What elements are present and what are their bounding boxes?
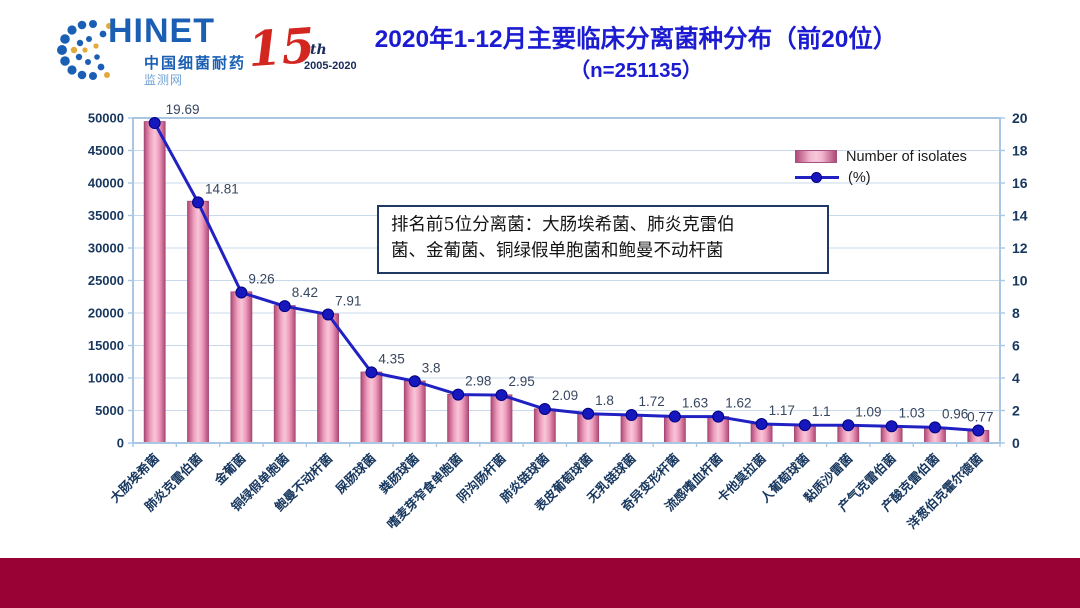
svg-text:0: 0 [1012,435,1020,451]
annotation-line-1: 排名前5位分离菌：大肠埃希菌、肺炎克雷伯 [391,215,735,235]
svg-text:1.17: 1.17 [769,403,795,418]
svg-text:嗜麦芽窄食单胞菌: 嗜麦芽窄食单胞菌 [384,450,466,532]
legend-label-isolates: Number of isolates [846,148,967,165]
svg-text:35000: 35000 [88,208,124,223]
svg-text:洋葱伯克霍尔德菌: 洋葱伯克霍尔德菌 [904,450,986,532]
legend-label-percent: (%) [848,169,871,186]
legend-item-percent: (%) [795,167,967,188]
svg-text:6: 6 [1012,338,1020,354]
line-marker-icon [795,172,839,183]
brand-subtitle-cn2: 监测网 [144,73,184,87]
svg-text:18: 18 [1012,143,1028,159]
chart-legend: Number of isolates (%) [795,146,967,188]
chinet-logo: HINET 中国细菌耐药 监测网 15 th 2005-2020 [52,8,402,98]
bar-swatch-icon [795,150,837,163]
svg-text:2.95: 2.95 [508,374,534,389]
svg-text:12: 12 [1012,240,1028,256]
svg-text:屎肠球菌: 屎肠球菌 [333,450,379,496]
annotation-line-2: 菌、金葡菌、铜绿假单胞菌和鲍曼不动杆菌 [391,241,724,262]
svg-text:0: 0 [117,436,124,451]
svg-text:1.62: 1.62 [725,396,751,411]
svg-text:2.98: 2.98 [465,374,491,389]
svg-text:2.09: 2.09 [552,388,578,403]
svg-text:45000: 45000 [88,143,124,158]
svg-text:1.63: 1.63 [682,396,708,411]
svg-text:9.26: 9.26 [248,272,274,287]
footer-bar [0,558,1080,608]
svg-text:1.03: 1.03 [899,405,925,420]
svg-text:14.81: 14.81 [205,181,239,196]
svg-text:4: 4 [1012,370,1020,386]
svg-text:50000: 50000 [88,111,124,126]
svg-text:8: 8 [1012,305,1020,321]
svg-text:20000: 20000 [88,306,124,321]
anniversary-years: 2005-2020 [304,60,357,72]
brand-subtitle-cn: 中国细菌耐药 [144,55,247,72]
svg-text:40000: 40000 [88,176,124,191]
svg-text:20: 20 [1012,110,1028,126]
line-group: 19.69 14.81 9.26 8.42 7.91 4.35 3.8 2.98 2.95 2.0… [148,102,993,437]
svg-text:4.35: 4.35 [378,351,404,366]
chart-canvas: 0 5000 10000 15000 20000 25000 30000 35000 40000… [88,102,1028,532]
svg-text:25000: 25000 [88,273,124,288]
top5-annotation-box: 排名前5位分离菌：大肠埃希菌、肺炎克雷伯 菌、金葡菌、铜绿假单胞菌和鲍曼不动杆菌 [377,205,829,274]
svg-text:19.69: 19.69 [166,102,200,117]
svg-text:16: 16 [1012,175,1028,191]
svg-text:3.8: 3.8 [422,360,441,375]
axes: 0 5000 10000 15000 20000 25000 30000 35000 40000… [88,110,1028,451]
svg-text:10000: 10000 [88,371,124,386]
title-line-1: 2020年1-12月主要临床分离菌种分布（前20位） [374,26,898,53]
svg-text:金葡菌: 金葡菌 [211,450,249,488]
svg-text:14: 14 [1012,208,1028,224]
title-line-2: （n=251135） [569,58,703,82]
anniversary-15th-logo: 15 th 2005-2020 [246,18,378,90]
page-title: 2020年1-12月主要临床分离菌种分布（前20位） （n=251135） [186,24,1080,84]
svg-text:1.72: 1.72 [639,394,665,409]
svg-text:8.42: 8.42 [292,285,318,300]
svg-text:7.91: 7.91 [335,293,361,308]
svg-text:2: 2 [1012,403,1020,419]
chinet-globe-icon [57,20,112,80]
svg-text:5000: 5000 [95,403,124,418]
svg-text:15000: 15000 [88,338,124,353]
brand-text: HINET [108,12,215,50]
svg-text:0.96: 0.96 [942,406,968,421]
svg-text:30000: 30000 [88,241,124,256]
legend-item-isolates: Number of isolates [795,146,967,167]
anniversary-suffix: th [310,42,327,58]
svg-text:1.09: 1.09 [855,404,881,419]
svg-text:0.77: 0.77 [967,409,993,424]
svg-text:1.1: 1.1 [812,404,831,419]
svg-text:1.8: 1.8 [595,393,614,408]
svg-text:粪肠球菌: 粪肠球菌 [376,450,422,496]
svg-text:10: 10 [1012,273,1028,289]
